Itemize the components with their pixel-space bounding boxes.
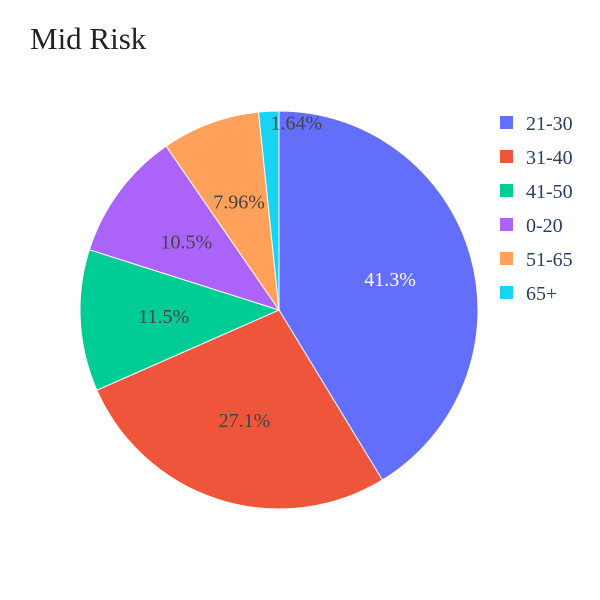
slice-label-51-65: 7.96% — [213, 192, 265, 214]
legend-label-51-65: 51-65 — [526, 249, 573, 271]
legend-swatch-0-20 — [500, 218, 513, 231]
legend-item-21-30[interactable]: 21-30 — [500, 113, 573, 135]
pie-slice-labels: 41.3% 27.1% 11.5% 10.5%7.96% 1.64% — [138, 112, 416, 432]
legend-swatch-65+ — [500, 286, 513, 299]
slice-label-65+: 1.64% — [271, 112, 323, 134]
legend-swatch-21-30 — [500, 116, 513, 129]
legend-label-21-30: 21-30 — [526, 113, 573, 135]
legend-item-41-50[interactable]: 41-50 — [500, 181, 573, 203]
legend-label-31-40: 31-40 — [526, 147, 573, 169]
legend-item-31-40[interactable]: 31-40 — [500, 147, 573, 169]
pie-slice-21-30[interactable] — [278, 110, 479, 481]
slice-label-31-40: 27.1% — [219, 410, 271, 432]
pie-slices — [79, 110, 479, 510]
legend: 21-30 31-40 41-50 0-20 51-65 65+ — [500, 113, 573, 305]
slice-label-21-30: 41.3% — [364, 269, 416, 291]
pie-slice-41-50[interactable] — [79, 249, 281, 391]
slice-label-0-20: 10.5% — [160, 231, 212, 253]
legend-swatch-41-50 — [500, 184, 513, 197]
pie-slice-0-20[interactable] — [88, 145, 281, 311]
legend-label-65+: 65+ — [526, 283, 557, 305]
legend-swatch-31-40 — [500, 150, 513, 163]
legend-label-41-50: 41-50 — [526, 181, 573, 203]
legend-item-0-20[interactable]: 0-20 — [500, 215, 563, 237]
legend-swatch-51-65 — [500, 252, 513, 265]
slice-label-41-50: 11.5% — [138, 306, 189, 328]
chart-title: Mid Risk — [30, 21, 147, 56]
legend-item-65+[interactable]: 65+ — [500, 283, 557, 305]
legend-item-51-65[interactable]: 51-65 — [500, 249, 573, 271]
legend-label-0-20: 0-20 — [526, 215, 563, 237]
pie-slice-51-65[interactable] — [165, 111, 280, 311]
pie-slice-65+[interactable] — [257, 110, 280, 311]
pie-slice-31-40[interactable] — [96, 309, 384, 510]
